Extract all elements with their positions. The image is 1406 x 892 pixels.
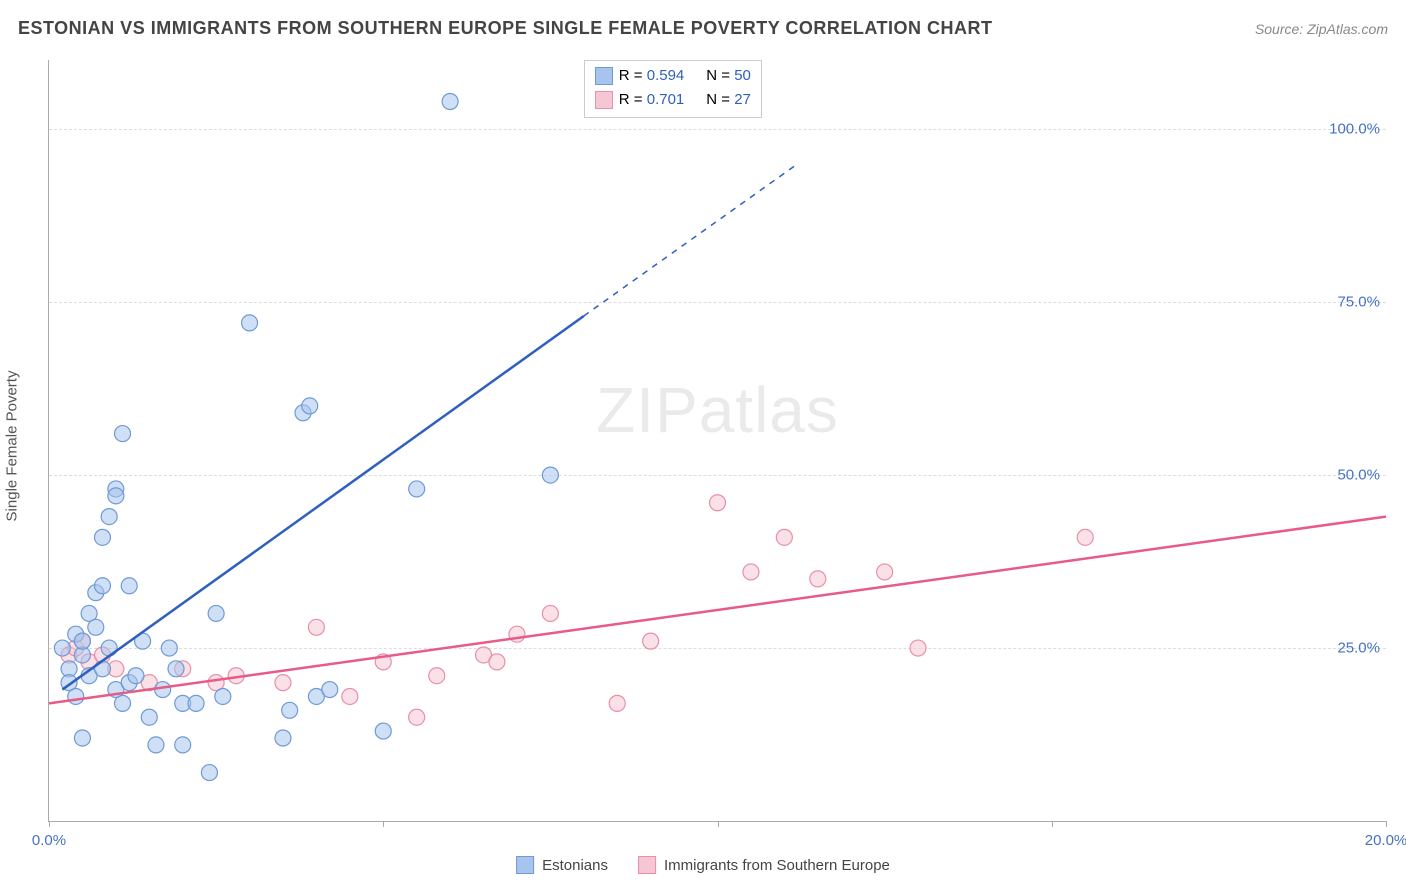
- source-attribution: Source: ZipAtlas.com: [1255, 21, 1388, 37]
- data-point: [643, 633, 659, 649]
- chart-title: ESTONIAN VS IMMIGRANTS FROM SOUTHERN EUR…: [18, 18, 993, 39]
- data-point: [141, 709, 157, 725]
- data-point: [208, 605, 224, 621]
- data-point: [148, 737, 164, 753]
- data-point: [429, 668, 445, 684]
- data-point: [375, 723, 391, 739]
- x-tick-mark: [1052, 821, 1053, 827]
- data-point: [282, 702, 298, 718]
- data-point: [108, 488, 124, 504]
- data-point: [94, 529, 110, 545]
- data-point: [609, 695, 625, 711]
- trend-line: [49, 517, 1386, 704]
- legend-item-southern-europe: Immigrants from Southern Europe: [638, 856, 890, 874]
- x-tick-mark: [1386, 821, 1387, 827]
- data-point: [101, 640, 117, 656]
- data-point: [115, 695, 131, 711]
- correlation-text: R = 0.701N = 27: [619, 88, 751, 112]
- swatch-icon: [638, 856, 656, 874]
- data-point: [1077, 529, 1093, 545]
- data-point: [168, 661, 184, 677]
- data-point: [442, 94, 458, 110]
- legend-label: Estonians: [542, 857, 608, 874]
- data-point: [54, 640, 70, 656]
- swatch-icon: [595, 91, 613, 109]
- correlation-legend: R = 0.594N = 50 R = 0.701N = 27: [584, 60, 762, 118]
- data-point: [88, 619, 104, 635]
- x-tick-mark: [383, 821, 384, 827]
- data-point: [175, 737, 191, 753]
- legend-item-estonians: Estonians: [516, 856, 608, 874]
- data-point: [68, 688, 84, 704]
- data-point: [128, 668, 144, 684]
- data-point: [776, 529, 792, 545]
- x-tick-mark: [718, 821, 719, 827]
- swatch-icon: [595, 67, 613, 85]
- data-point: [877, 564, 893, 580]
- data-point: [275, 730, 291, 746]
- data-point: [743, 564, 759, 580]
- plot-area: 25.0%50.0%75.0%100.0% ZIPatlas R = 0.594…: [48, 60, 1386, 822]
- x-tick-mark: [49, 821, 50, 827]
- swatch-icon: [516, 856, 534, 874]
- data-point: [74, 730, 90, 746]
- trend-line: [62, 316, 583, 690]
- data-point: [322, 682, 338, 698]
- data-point: [409, 481, 425, 497]
- x-tick-label: 0.0%: [32, 832, 66, 849]
- scatter-svg: [49, 60, 1386, 821]
- data-point: [302, 398, 318, 414]
- data-point: [810, 571, 826, 587]
- data-point: [710, 495, 726, 511]
- data-point: [201, 765, 217, 781]
- series-legend: Estonians Immigrants from Southern Europ…: [516, 856, 890, 874]
- data-point: [542, 605, 558, 621]
- legend-label: Immigrants from Southern Europe: [664, 857, 890, 874]
- data-point: [115, 426, 131, 442]
- data-point: [542, 467, 558, 483]
- data-point: [94, 661, 110, 677]
- data-point: [489, 654, 505, 670]
- data-point: [409, 709, 425, 725]
- data-point: [161, 640, 177, 656]
- data-point: [275, 675, 291, 691]
- trend-line-extrapolated: [584, 164, 798, 316]
- data-point: [242, 315, 258, 331]
- data-point: [188, 695, 204, 711]
- data-point: [94, 578, 110, 594]
- data-point: [215, 688, 231, 704]
- data-point: [910, 640, 926, 656]
- data-point: [74, 633, 90, 649]
- data-point: [308, 619, 324, 635]
- x-tick-label: 20.0%: [1365, 832, 1406, 849]
- data-point: [121, 578, 137, 594]
- data-point: [342, 688, 358, 704]
- correlation-row: R = 0.594N = 50: [595, 64, 751, 88]
- header-bar: ESTONIAN VS IMMIGRANTS FROM SOUTHERN EUR…: [18, 18, 1388, 39]
- correlation-row: R = 0.701N = 27: [595, 88, 751, 112]
- correlation-text: R = 0.594N = 50: [619, 64, 751, 88]
- y-axis-label: Single Female Poverty: [4, 371, 21, 522]
- data-point: [101, 509, 117, 525]
